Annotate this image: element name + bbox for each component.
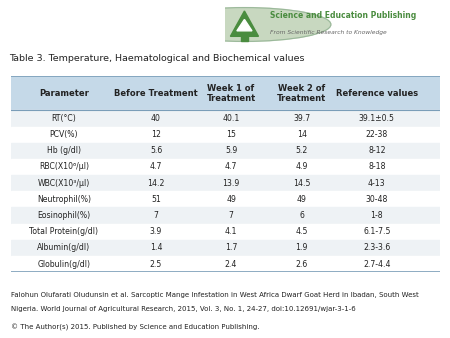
Bar	[11, 208, 440, 223]
Text: 5.6: 5.6	[150, 146, 162, 155]
Text: 12: 12	[151, 130, 161, 139]
Text: 2.5: 2.5	[150, 260, 162, 268]
Text: WBC(X10³/µl): WBC(X10³/µl)	[38, 179, 90, 188]
Bar	[11, 143, 440, 159]
Text: 30-48: 30-48	[366, 195, 388, 204]
Text: 2.6: 2.6	[296, 260, 308, 268]
Bar	[11, 76, 440, 110]
Bar	[11, 223, 440, 240]
Bar	[241, 35, 248, 41]
Text: 8-12: 8-12	[368, 146, 386, 155]
Text: Science and Education Publishing: Science and Education Publishing	[270, 11, 417, 20]
Text: Eosinophil(%): Eosinophil(%)	[37, 211, 90, 220]
Text: 6.1-7.5: 6.1-7.5	[363, 227, 391, 236]
Text: © The Author(s) 2015. Published by Science and Education Publishing.: © The Author(s) 2015. Published by Scien…	[11, 324, 260, 331]
Text: 1.7: 1.7	[225, 243, 237, 252]
Text: 22-38: 22-38	[366, 130, 388, 139]
Text: 5.9: 5.9	[225, 146, 237, 155]
Text: From Scientific Research to Knowledge: From Scientific Research to Knowledge	[270, 30, 387, 34]
Text: RT(°C): RT(°C)	[51, 114, 76, 123]
Bar	[11, 175, 440, 191]
Text: Falohun Olufarati Oludunsin et al. Sarcoptic Mange Infestation in West Africa Dw: Falohun Olufarati Oludunsin et al. Sarco…	[11, 292, 419, 298]
Text: 7: 7	[153, 211, 158, 220]
Text: 4.7: 4.7	[150, 163, 162, 171]
Text: 39.7: 39.7	[293, 114, 310, 123]
Text: 2.4: 2.4	[225, 260, 237, 268]
Text: 39.1±0.5: 39.1±0.5	[359, 114, 395, 123]
Text: 15: 15	[226, 130, 236, 139]
Text: Hb (g/dl): Hb (g/dl)	[47, 146, 81, 155]
Text: 7: 7	[229, 211, 234, 220]
Text: 14.2: 14.2	[147, 179, 165, 188]
Text: 4.5: 4.5	[296, 227, 308, 236]
Text: 2.7-4.4: 2.7-4.4	[363, 260, 391, 268]
Bar	[11, 159, 440, 175]
Text: 2.3-3.6: 2.3-3.6	[363, 243, 391, 252]
Text: 51: 51	[151, 195, 161, 204]
Text: 5.2: 5.2	[296, 146, 308, 155]
Text: 13.9: 13.9	[222, 179, 240, 188]
Bar	[11, 191, 440, 208]
Text: 4.1: 4.1	[225, 227, 237, 236]
Text: 40: 40	[151, 114, 161, 123]
Text: 1.9: 1.9	[296, 243, 308, 252]
Text: 40.1: 40.1	[222, 114, 240, 123]
Text: Week 1 of
Treatment: Week 1 of Treatment	[207, 83, 256, 103]
Text: RBC(X10⁶/µl): RBC(X10⁶/µl)	[39, 163, 89, 171]
Text: Neutrophil(%): Neutrophil(%)	[37, 195, 91, 204]
Text: Week 2 of
Treatment: Week 2 of Treatment	[277, 83, 326, 103]
Bar	[11, 126, 440, 143]
Text: Parameter: Parameter	[39, 89, 89, 98]
Text: 1.4: 1.4	[150, 243, 162, 252]
Polygon shape	[230, 11, 258, 36]
Text: 14: 14	[297, 130, 307, 139]
Text: 6: 6	[299, 211, 304, 220]
Text: Reference values: Reference values	[336, 89, 418, 98]
Bar	[11, 256, 440, 272]
Text: 4.7: 4.7	[225, 163, 237, 171]
Text: Before Treatment: Before Treatment	[114, 89, 198, 98]
Text: PCV(%): PCV(%)	[50, 130, 78, 139]
Text: 4-13: 4-13	[368, 179, 386, 188]
Bar	[11, 110, 440, 126]
Text: Globulin(g/dl): Globulin(g/dl)	[37, 260, 90, 268]
Text: 1-8: 1-8	[370, 211, 383, 220]
Bar	[11, 240, 440, 256]
Text: Albumin(g/dl): Albumin(g/dl)	[37, 243, 90, 252]
Text: 49: 49	[297, 195, 307, 204]
Text: Table 3. Temperature, Haematological and Biochemical values: Table 3. Temperature, Haematological and…	[9, 54, 305, 63]
Circle shape	[158, 8, 331, 41]
Text: 8-18: 8-18	[368, 163, 386, 171]
Polygon shape	[237, 19, 252, 31]
Text: Nigeria. World Journal of Agricultural Research, 2015, Vol. 3, No. 1, 24-27, doi: Nigeria. World Journal of Agricultural R…	[11, 306, 356, 312]
Text: 14.5: 14.5	[293, 179, 310, 188]
Text: 49: 49	[226, 195, 236, 204]
Text: 3.9: 3.9	[150, 227, 162, 236]
Text: 4.9: 4.9	[296, 163, 308, 171]
Text: Total Protein(g/dl): Total Protein(g/dl)	[29, 227, 98, 236]
